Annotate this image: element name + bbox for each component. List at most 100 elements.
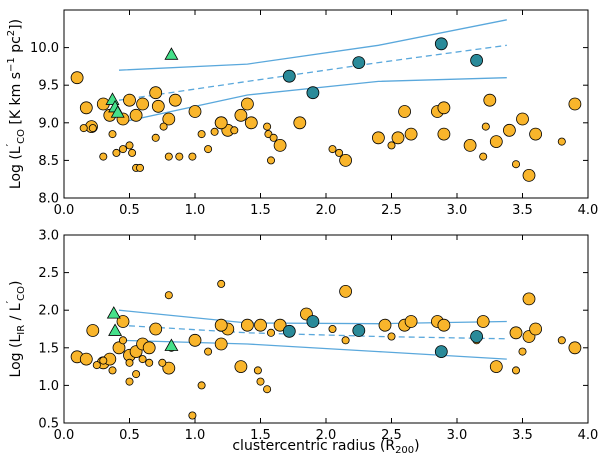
top-xtick-label-6: 3.0 [447, 203, 468, 218]
top-point-orange-small-2 [99, 152, 108, 161]
xlabel-end: ) [414, 438, 419, 454]
bottom-point-orange-large-31 [529, 322, 542, 336]
bottom-plot-frame [63, 234, 589, 424]
top-point-orange-large-31 [489, 135, 503, 149]
top-point-orange-large-22 [371, 131, 385, 145]
bottom-point-orange-small-10 [164, 291, 173, 300]
bottom-point-orange-large-11 [149, 322, 163, 336]
top-ylabel-prime: ′ [4, 143, 17, 146]
top-point-orange-large-36 [568, 97, 582, 111]
bottom-line-median-dashed [118, 324, 507, 340]
top-ylabel-main: Log (L [8, 146, 24, 189]
bottom-point-teal-2 [352, 324, 366, 337]
bottom-point-orange-small-7 [138, 355, 147, 364]
top-point-orange-large-6 [123, 93, 136, 107]
bottom-ylabel-main: Log (L [8, 335, 24, 378]
bottom-point-orange-small-25 [518, 347, 527, 356]
top-point-orange-large-19 [273, 138, 287, 152]
bottom-point-orange-large-18 [254, 318, 267, 332]
top-point-orange-large-29 [463, 138, 477, 152]
bottom-point-orange-small-18 [263, 385, 272, 394]
top-xtick-label-5: 2.5 [381, 203, 402, 218]
top-point-orange-small-22 [269, 133, 278, 142]
top-xtick-label-0: 0.0 [54, 203, 75, 218]
bottom-point-green-triangles-0 [106, 306, 121, 319]
top-point-orange-large-0 [70, 71, 84, 85]
top-xtick-label-7: 3.5 [512, 203, 533, 218]
top-xtick-label-2: 1.0 [185, 203, 206, 218]
bottom-point-orange-large-33 [509, 326, 523, 340]
top-point-orange-small-28 [512, 160, 521, 169]
top-point-orange-large-8 [136, 97, 150, 111]
bottom-point-orange-large-26 [437, 318, 451, 332]
bottom-point-orange-small-22 [387, 332, 396, 341]
top-point-orange-large-7 [129, 108, 143, 122]
bottom-ytick-label-0: 0.5 [38, 417, 59, 432]
bottom-point-orange-small-1 [99, 356, 108, 365]
bottom-ylabel-sub: IR [16, 325, 27, 335]
bottom-xtick-label-3: 1.5 [250, 428, 271, 443]
top-data-points [70, 37, 582, 182]
bottom-ylabel-end: ) [8, 281, 24, 286]
top-point-orange-small-25 [387, 141, 396, 150]
top-point-orange-small-27 [481, 122, 490, 131]
top-point-orange-large-30 [483, 93, 497, 107]
top-y-ticks: 8.0 8.5 9.0 9.5 10.0 [30, 41, 588, 207]
bottom-ytick-label-2: 1.5 [38, 341, 59, 356]
bottom-ytick-label-5: 3.0 [38, 229, 59, 244]
bottom-point-orange-large-16 [234, 360, 248, 374]
bottom-point-orange-small-8 [145, 358, 154, 367]
top-point-green-triangles-2 [110, 105, 125, 118]
top-point-orange-small-29 [557, 137, 566, 146]
top-point-orange-small-24 [335, 148, 344, 157]
bottom-point-orange-small-19 [266, 328, 275, 337]
top-point-orange-small-7 [128, 148, 137, 157]
bottom-point-orange-large-17 [240, 318, 254, 332]
top-point-orange-small-0 [79, 124, 88, 133]
top-point-orange-large-18 [244, 116, 258, 130]
top-point-orange-small-5 [119, 145, 128, 154]
top-point-teal-4 [470, 54, 484, 67]
bottom-point-orange-small-26 [557, 336, 566, 345]
top-point-orange-large-16 [234, 108, 248, 122]
top-ylabel-units: [K km s [8, 72, 24, 129]
top-point-orange-small-6 [125, 141, 134, 150]
top-y-axis-label: Log (L′CO [K km s−1 pc2]) [4, 19, 27, 189]
bottom-point-orange-small-9 [158, 358, 167, 367]
bottom-xtick-label-6: 3.0 [447, 428, 468, 443]
top-point-orange-small-9 [135, 163, 144, 172]
bottom-point-teal-4 [470, 330, 484, 343]
top-point-teal-2 [352, 56, 366, 69]
top-point-orange-large-25 [404, 127, 418, 141]
bottom-point-orange-large-32 [568, 341, 582, 355]
bottom-point-orange-small-20 [328, 324, 337, 333]
top-point-orange-small-10 [151, 133, 160, 142]
top-point-orange-large-34 [522, 168, 536, 182]
bottom-point-orange-small-24 [512, 366, 521, 375]
top-point-orange-large-1 [79, 101, 93, 115]
top-point-orange-small-11 [159, 122, 168, 131]
bottom-point-orange-small-15 [217, 279, 226, 288]
top-point-orange-large-32 [502, 123, 516, 137]
bottom-xtick-label-5: 2.5 [381, 428, 402, 443]
top-line-upper-solid [118, 19, 507, 71]
top-ytick-label-3: 9.5 [38, 79, 59, 94]
bottom-xtick-label-4: 2.0 [316, 428, 337, 443]
bottom-point-green-triangles-1 [108, 323, 123, 336]
top-point-teal-3 [434, 37, 448, 51]
top-point-orange-small-13 [175, 152, 184, 161]
top-point-orange-large-35 [529, 127, 542, 141]
bottom-xtick-label-7: 3.5 [512, 428, 533, 443]
top-point-orange-large-20 [293, 116, 307, 130]
top-ytick-label-1: 8.5 [38, 154, 59, 169]
bottom-ylabel-sub2: CO [16, 286, 27, 301]
top-point-orange-small-16 [204, 145, 213, 154]
top-point-orange-small-21 [266, 156, 275, 165]
top-point-orange-large-21 [339, 153, 353, 167]
bottom-point-orange-small-4 [125, 358, 134, 367]
bottom-point-orange-small-12 [188, 411, 197, 420]
top-line-median-dashed [118, 44, 507, 101]
top-xtick-label-3: 1.5 [250, 203, 271, 218]
top-ylabel-sup1: −1 [6, 57, 17, 72]
